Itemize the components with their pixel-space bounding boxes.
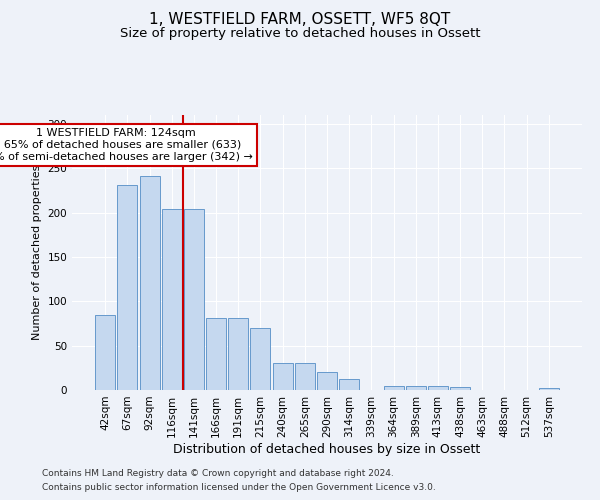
Bar [140,176,160,390]
Text: Size of property relative to detached houses in Ossett: Size of property relative to detached ho… [120,28,480,40]
Bar [228,318,248,390]
Text: 1 WESTFIELD FARM: 124sqm
← 65% of detached houses are smaller (633)
35% of semi-: 1 WESTFIELD FARM: 124sqm ← 65% of detach… [0,128,253,162]
Bar [206,318,226,390]
Bar [539,388,559,390]
Bar [118,185,137,390]
Y-axis label: Number of detached properties: Number of detached properties [32,165,42,340]
Bar [184,209,204,390]
Bar [450,388,470,390]
Bar [295,364,315,390]
Bar [317,372,337,390]
Bar [95,316,115,390]
Bar [406,386,426,390]
Bar [162,209,182,390]
Bar [383,386,404,390]
Text: 1, WESTFIELD FARM, OSSETT, WF5 8QT: 1, WESTFIELD FARM, OSSETT, WF5 8QT [149,12,451,28]
Bar [339,380,359,390]
Bar [428,386,448,390]
Text: Contains HM Land Registry data © Crown copyright and database right 2024.: Contains HM Land Registry data © Crown c… [42,468,394,477]
Bar [272,364,293,390]
Bar [250,328,271,390]
X-axis label: Distribution of detached houses by size in Ossett: Distribution of detached houses by size … [173,442,481,456]
Text: Contains public sector information licensed under the Open Government Licence v3: Contains public sector information licen… [42,484,436,492]
